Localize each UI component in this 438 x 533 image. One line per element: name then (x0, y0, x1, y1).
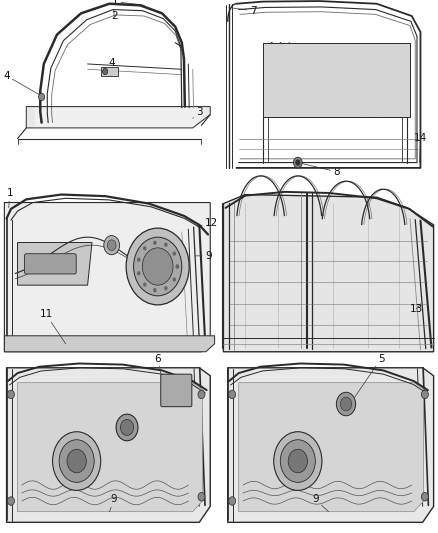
Polygon shape (101, 67, 118, 76)
Text: 12: 12 (197, 218, 218, 228)
Circle shape (293, 157, 302, 168)
Circle shape (288, 449, 307, 473)
Circle shape (143, 246, 147, 251)
Circle shape (336, 392, 356, 416)
Circle shape (173, 252, 176, 256)
Circle shape (102, 68, 108, 75)
FancyBboxPatch shape (161, 374, 192, 407)
Polygon shape (223, 195, 434, 352)
Polygon shape (26, 107, 210, 128)
Polygon shape (228, 368, 434, 522)
Polygon shape (4, 203, 210, 352)
Circle shape (176, 264, 179, 269)
Text: 8: 8 (298, 163, 339, 176)
Text: 5: 5 (355, 353, 385, 397)
Circle shape (67, 449, 86, 473)
Text: 3: 3 (193, 107, 203, 118)
Circle shape (198, 492, 205, 501)
Circle shape (134, 237, 182, 296)
Text: 1: 1 (112, 0, 145, 6)
Circle shape (107, 240, 116, 251)
Circle shape (7, 390, 14, 399)
Circle shape (126, 228, 189, 305)
Circle shape (59, 440, 94, 482)
Circle shape (229, 497, 236, 505)
Polygon shape (35, 108, 206, 127)
Circle shape (153, 288, 157, 293)
Text: 9: 9 (110, 495, 117, 512)
Circle shape (137, 271, 141, 276)
Circle shape (173, 277, 176, 281)
Text: 14: 14 (414, 133, 427, 163)
Circle shape (39, 93, 45, 101)
Circle shape (340, 397, 352, 411)
Circle shape (143, 282, 147, 287)
Circle shape (7, 497, 14, 505)
Circle shape (274, 432, 322, 490)
Circle shape (137, 257, 141, 262)
Circle shape (153, 240, 157, 245)
Circle shape (176, 264, 179, 269)
Circle shape (421, 492, 428, 501)
Circle shape (164, 286, 168, 290)
FancyBboxPatch shape (25, 254, 76, 274)
Polygon shape (263, 43, 410, 117)
Text: 7: 7 (232, 6, 256, 15)
Circle shape (198, 390, 205, 399)
Circle shape (120, 419, 134, 435)
Text: 1: 1 (6, 188, 13, 208)
Polygon shape (18, 383, 202, 512)
Circle shape (229, 390, 236, 399)
Circle shape (142, 248, 173, 285)
Text: 4: 4 (3, 71, 42, 96)
Text: 2: 2 (111, 10, 117, 21)
Circle shape (104, 236, 120, 255)
Text: 9: 9 (195, 251, 212, 261)
Polygon shape (4, 336, 215, 352)
Circle shape (164, 243, 168, 247)
Circle shape (53, 432, 101, 490)
Polygon shape (7, 368, 210, 522)
Text: 11: 11 (39, 310, 66, 344)
Circle shape (421, 390, 428, 399)
Circle shape (116, 414, 138, 441)
Text: 4: 4 (105, 58, 115, 71)
Text: 13: 13 (410, 304, 423, 314)
Polygon shape (18, 243, 92, 285)
Polygon shape (239, 383, 424, 512)
Text: 6: 6 (154, 353, 164, 389)
Circle shape (280, 440, 315, 482)
Circle shape (295, 159, 300, 166)
Text: 9: 9 (312, 495, 328, 512)
